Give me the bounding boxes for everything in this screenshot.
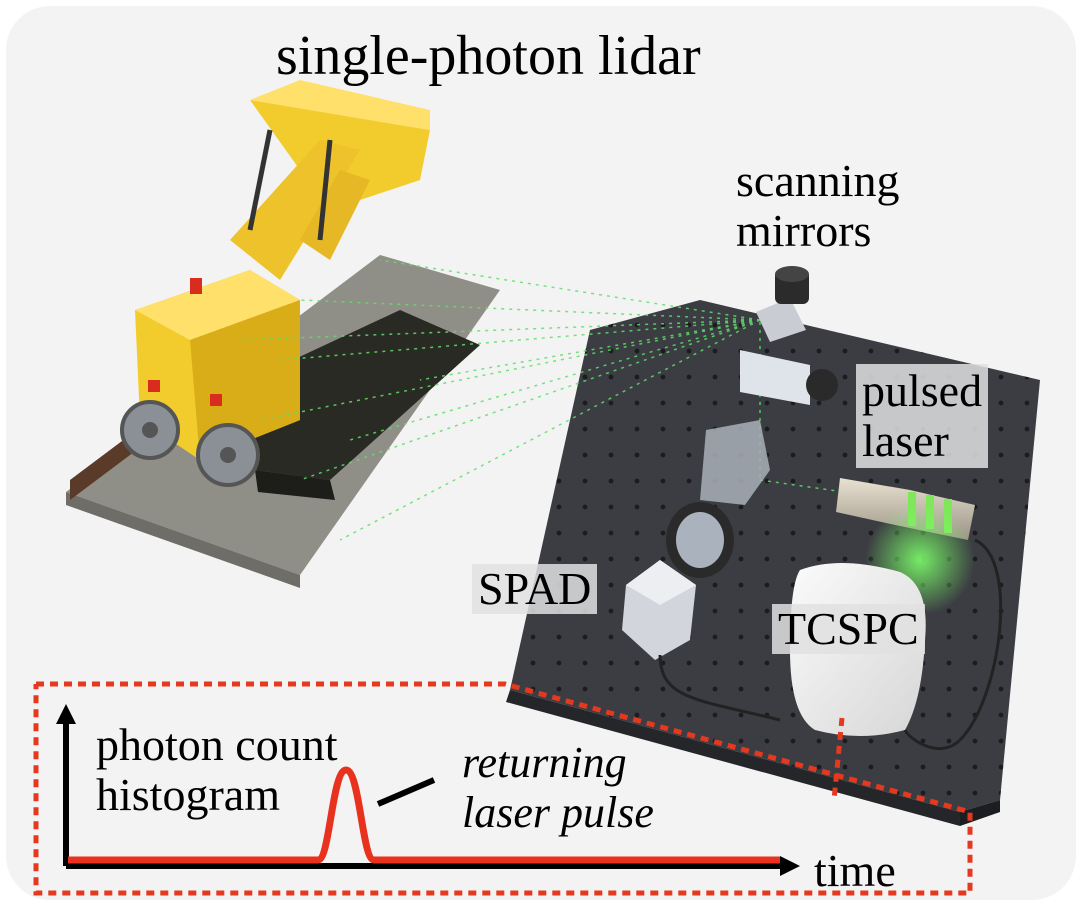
lens	[666, 502, 734, 578]
x-axis-arrowhead	[780, 856, 800, 876]
spad-label: SPAD	[472, 564, 598, 614]
pulse-annotation-line2: laser pulse	[462, 788, 654, 837]
scanning-mirrors-label-line2: mirrors	[736, 205, 872, 256]
annotation-pointer	[376, 777, 436, 807]
tcspc-label: TCSPC	[772, 604, 925, 654]
pulse-annotation-line1: returning	[462, 738, 627, 787]
pulsed-laser-label-line2: laser	[862, 415, 949, 466]
figure-card: single-photon lidar scanning mirrors pul…	[6, 6, 1076, 900]
scanning-mirrors-label-line1: scanning	[736, 155, 900, 206]
scanning-mirror	[756, 266, 809, 342]
spad-detector	[622, 560, 781, 722]
histogram-ylabel-line2: histogram	[96, 769, 280, 820]
y-axis-arrowhead	[56, 704, 76, 724]
histogram-ylabel-line1: photon count	[96, 719, 338, 770]
pulsed-laser-label-line1: pulsed	[862, 365, 983, 416]
toy-excavator	[66, 80, 500, 588]
pulse-trace	[68, 766, 780, 864]
scan-beams	[239, 259, 901, 541]
diagram-title: single-photon lidar	[276, 25, 701, 87]
histogram-xlabel: time	[814, 845, 896, 896]
histogram-axes	[63, 722, 782, 869]
pulsed-laser-label: pulsed laser	[856, 364, 989, 468]
beam-splitter	[700, 350, 838, 505]
scanning-mirrors-label: scanning mirrors	[736, 156, 900, 256]
histogram-ylabel: photon count histogram	[96, 720, 337, 820]
pulse-annotation: returning laser pulse	[462, 738, 654, 838]
